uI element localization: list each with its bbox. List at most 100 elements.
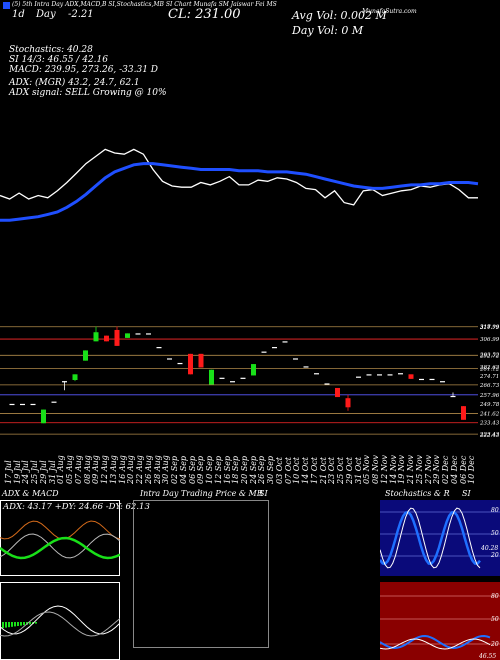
stoch-panel-title: Stochastics & R	[385, 489, 450, 498]
candle-body	[261, 351, 267, 353]
candle-body	[146, 333, 151, 335]
macd-hist-bar	[2, 622, 4, 628]
date-label: 30 Sep	[266, 455, 276, 484]
header-strip: (5) 5th Intra Day ADX,MACD,B SI,Stochast…	[12, 1, 277, 8]
candle-body	[198, 353, 204, 368]
date-label: 26 Aug	[143, 455, 153, 484]
si-readout: SI 14/3: 46.55 / 42.16	[9, 55, 108, 65]
date-label: 02 Sep	[170, 455, 180, 484]
price-tick: 317.99	[480, 325, 500, 331]
date-label: 04 Sep	[178, 455, 188, 484]
upper-series-1	[0, 162, 479, 222]
price-tick: 318	[480, 325, 491, 331]
si-last-value: 46.55	[479, 653, 497, 660]
candle-body	[30, 403, 36, 406]
date-label: 20 Aug	[126, 455, 136, 484]
adx-signal: ADX signal: SELL Growing @ 10%	[9, 88, 167, 98]
date-label: 12 Sep	[213, 455, 223, 484]
si-tick-20: 20	[491, 641, 499, 648]
macd-hist-bar	[35, 622, 37, 624]
price-tick: 222.43	[479, 433, 500, 439]
date-label: 12 Aug	[100, 455, 110, 484]
candle-body	[240, 377, 246, 379]
candle-body	[387, 374, 393, 376]
subtitle-label: Day	[36, 9, 56, 20]
candle-body	[9, 403, 15, 406]
price-tick: 274.71	[479, 374, 499, 380]
intraday-panel-title: Intra Day Trading Price & MR	[140, 489, 263, 498]
date-label: 10 Sep	[205, 455, 215, 484]
date-label: 18 Sep	[231, 455, 241, 484]
candle-body	[461, 406, 466, 420]
adx-lines	[0, 520, 120, 560]
candle-body	[335, 387, 340, 398]
price-tick: 223.43	[479, 432, 500, 438]
avg-volume: Avg Vol: 0.002 M	[292, 9, 387, 22]
candle-body	[41, 409, 46, 424]
si-lines	[380, 595, 500, 650]
price-axis: 318317.99317.79306.99293.52292.72282.622…	[479, 325, 500, 440]
date-label: 29 Nov	[432, 454, 442, 484]
stochastics-readout: Stochastics: 40.28	[9, 45, 93, 55]
adx-panel-title: ADX & MACD	[2, 489, 59, 498]
candle-body	[377, 374, 382, 376]
price-tick: 233.43	[479, 421, 500, 427]
logo-text: MunafaSutra.com	[362, 8, 417, 15]
candle-body	[272, 347, 277, 349]
stoch-tick-80: 80	[491, 507, 499, 514]
date-label: 02 Dec	[441, 455, 451, 484]
candle-body	[51, 401, 57, 403]
date-label: 29 Jul	[38, 460, 48, 484]
candle-body	[450, 395, 456, 398]
date-label: 21 Nov	[406, 454, 416, 484]
date-label: 19 Nov	[397, 454, 407, 484]
date-label: 03 Oct	[274, 457, 284, 484]
date-label: 25 Jul	[30, 460, 40, 484]
candle-body	[366, 374, 372, 376]
macd-hist-bar	[23, 622, 25, 626]
candle-body	[251, 364, 256, 376]
main-chart: 318317.99317.79306.99293.52292.72282.622…	[0, 148, 500, 440]
price-tick: 257.96	[479, 393, 500, 399]
price-tick: 282.62	[479, 365, 500, 371]
candle-body	[167, 358, 172, 360]
candle-body	[230, 381, 235, 383]
subtitle-value: -2.21	[68, 9, 94, 20]
stoch-lines	[380, 507, 500, 569]
date-label: 25 Nov	[414, 454, 424, 484]
candle-body	[293, 358, 298, 360]
macd-hist-bar	[5, 622, 7, 628]
date-label: 10 Dec	[467, 455, 477, 484]
price-tick: 281.12	[479, 366, 500, 372]
macd-readout: MACD: 239.95, 273.26, -33.31 D	[9, 65, 159, 75]
candle-body	[83, 350, 88, 361]
logo-icon	[3, 2, 10, 9]
candle-body	[114, 329, 120, 346]
subtitle-prefix: 1d	[12, 9, 25, 20]
date-label: 25 Oct	[336, 457, 346, 484]
candle-body	[408, 374, 414, 379]
candle-body	[177, 362, 183, 365]
price-tick: 293.52	[479, 352, 500, 358]
si-tick-80: 80	[491, 593, 499, 600]
upper-series-0	[0, 148, 478, 206]
price-tick: 249.78	[479, 402, 500, 408]
price-tick: 292.72	[479, 353, 500, 359]
candle-body	[314, 373, 319, 375]
candle-body	[356, 376, 361, 378]
stoch-tick-20: 20	[491, 552, 499, 559]
candle-body	[419, 378, 424, 381]
date-label: 14 Oct	[301, 457, 311, 484]
candle-body	[324, 383, 330, 385]
chart-header: (5) 5th Intra Day ADX,MACD,B SI,Stochast…	[0, 0, 500, 37]
day-volume: Day Vol: 0 M	[292, 24, 364, 37]
candle-body	[93, 332, 99, 342]
macd-hist-bar	[17, 622, 19, 626]
date-label: 05 Aug	[65, 455, 75, 484]
date-label: 13 Aug	[108, 455, 118, 484]
date-label: 29 Oct	[344, 457, 354, 484]
date-label: 09 Sep	[196, 455, 206, 484]
candle-body	[62, 381, 67, 383]
macd-hist-bar	[20, 622, 22, 626]
price-tick: 317.79	[480, 325, 500, 331]
